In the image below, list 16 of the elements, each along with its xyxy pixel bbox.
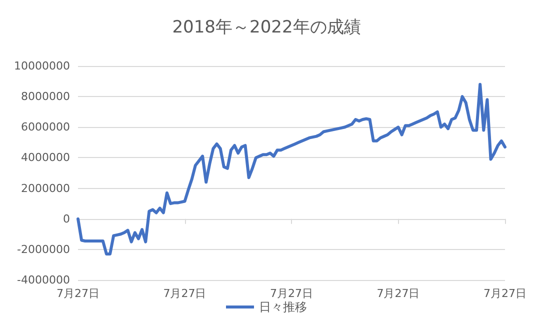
y-tick-label: 0: [63, 212, 70, 226]
x-tick-label: 7月27日: [270, 287, 313, 300]
y-tick-label: 2000000: [21, 182, 70, 195]
y-tick-label: -4000000: [17, 274, 70, 286]
x-tick-label: 7月27日: [163, 287, 206, 300]
y-tick-label: 4000000: [21, 151, 70, 164]
x-tick-label: 7月27日: [56, 287, 100, 300]
x-tick-label: 7月27日: [376, 287, 420, 300]
y-tick-label: -2000000: [17, 242, 70, 256]
legend-label: 日々推移: [259, 300, 307, 314]
y-tick-label: 10000000: [14, 60, 70, 72]
chart-title: 2018年～2022年の成績: [172, 18, 361, 38]
y-tick-label: 8000000: [21, 90, 70, 104]
y-tick-label: 6000000: [21, 120, 70, 134]
x-tick-label: 7月27日: [484, 287, 526, 300]
line-series: [76, 82, 506, 256]
